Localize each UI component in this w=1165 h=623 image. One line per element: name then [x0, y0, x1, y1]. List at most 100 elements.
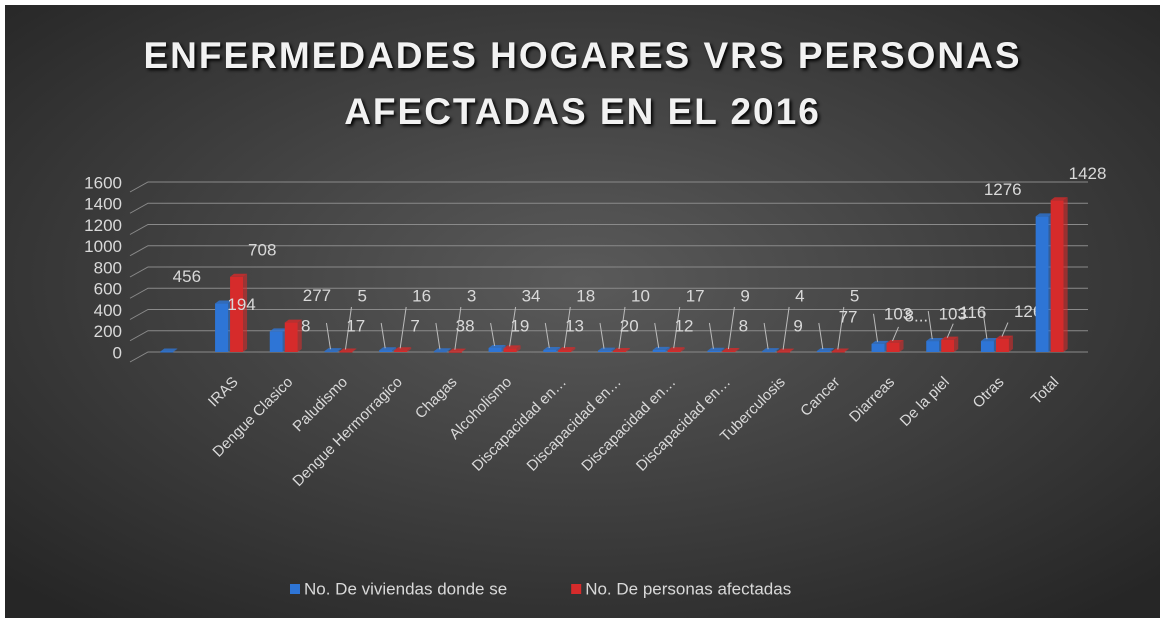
bar-top — [488, 344, 506, 348]
leader-line — [654, 322, 660, 348]
bar — [394, 350, 408, 352]
bar-side — [337, 348, 342, 352]
data-label: 456 — [173, 267, 201, 286]
data-label: 5 — [850, 286, 859, 305]
data-label: 19 — [510, 316, 529, 335]
bar-side — [829, 348, 834, 352]
bar — [707, 350, 721, 352]
leader-line — [763, 322, 769, 350]
data-label: 17 — [346, 316, 365, 335]
bar-side — [243, 273, 248, 352]
bar-top — [667, 347, 685, 351]
data-label: 3 — [467, 286, 476, 305]
leader-line — [563, 306, 571, 349]
bar-side — [461, 348, 466, 352]
leader-line — [454, 306, 462, 350]
bar-side — [1063, 197, 1068, 352]
grid-line — [129, 266, 1088, 278]
grid-line — [129, 202, 1088, 214]
bar — [598, 350, 611, 352]
leader-line — [435, 322, 441, 350]
bar-side — [954, 336, 959, 352]
bar — [995, 338, 1009, 352]
bar-top — [503, 345, 521, 349]
bar-side — [516, 345, 521, 352]
bar — [339, 351, 353, 353]
bar-side — [611, 347, 615, 352]
bar-top — [558, 347, 576, 351]
bar-top — [379, 347, 397, 351]
bar-side — [407, 347, 412, 352]
bar-top — [215, 300, 233, 304]
bar — [160, 351, 174, 353]
y-tick-label: 0 — [113, 343, 122, 362]
bar — [379, 350, 393, 352]
grid-line — [129, 330, 1088, 342]
leader-line — [399, 306, 407, 349]
data-label: 34 — [522, 286, 541, 305]
bar-top — [1035, 213, 1053, 217]
grid-line — [129, 287, 1088, 299]
data-label: 16 — [412, 286, 431, 305]
leader-line — [344, 306, 352, 350]
bar-side — [775, 348, 780, 352]
y-tick-label: 600 — [94, 280, 122, 299]
leader-line — [982, 310, 988, 340]
grid-line — [129, 309, 1088, 320]
bar — [777, 351, 791, 353]
bar-top — [707, 347, 725, 351]
bar-top — [722, 348, 740, 352]
bar — [488, 347, 502, 352]
data-label: 708 — [248, 240, 276, 259]
bar-top — [269, 328, 287, 332]
bar-side — [446, 348, 451, 352]
data-label: 277 — [303, 286, 331, 305]
data-label: 77 — [839, 307, 858, 326]
grid-line — [129, 224, 1088, 235]
y-tick-label: 1200 — [84, 216, 122, 235]
grid-line — [129, 245, 1088, 257]
bar-top — [831, 348, 849, 352]
data-label: 8 — [301, 316, 310, 335]
chart-title: ENFERMEDADES HOGARES VRS PERSONAS AFECTA… — [143, 35, 1022, 132]
data-label: 13 — [565, 316, 584, 335]
data-label: 103 — [939, 305, 967, 324]
bar-top — [448, 348, 466, 352]
leader-line — [837, 306, 845, 350]
data-label: 5 — [357, 286, 366, 305]
legend-label: No. De viviendas donde se — [304, 579, 507, 598]
bar-side — [556, 346, 561, 352]
leader-line — [380, 322, 386, 349]
bar-top — [1050, 197, 1068, 201]
bar-side — [790, 348, 795, 352]
bar-top — [433, 348, 451, 352]
data-label: 126 — [1014, 302, 1042, 321]
bar — [926, 341, 940, 352]
bar-top — [394, 347, 412, 351]
bar-top — [598, 347, 615, 351]
bar-top — [886, 339, 904, 343]
bar-side — [1008, 335, 1013, 352]
bar-side — [735, 348, 740, 352]
data-label: 1428 — [1069, 164, 1107, 183]
bar — [980, 341, 994, 352]
bar-top — [284, 319, 302, 323]
bar — [667, 350, 681, 352]
bar — [433, 351, 447, 353]
data-label: 10 — [631, 286, 650, 305]
data-label: 4 — [795, 286, 804, 305]
data-label: 194 — [227, 295, 255, 314]
bar-side — [173, 348, 178, 352]
data-label: 12 — [674, 316, 693, 335]
leader-line — [509, 306, 517, 347]
bar-side — [571, 347, 576, 352]
bar-top — [926, 338, 944, 342]
bar — [722, 351, 736, 353]
bar-top — [160, 348, 178, 352]
bar-side — [297, 319, 302, 352]
bar — [1035, 216, 1049, 352]
bar — [762, 351, 776, 353]
bar — [543, 349, 557, 352]
